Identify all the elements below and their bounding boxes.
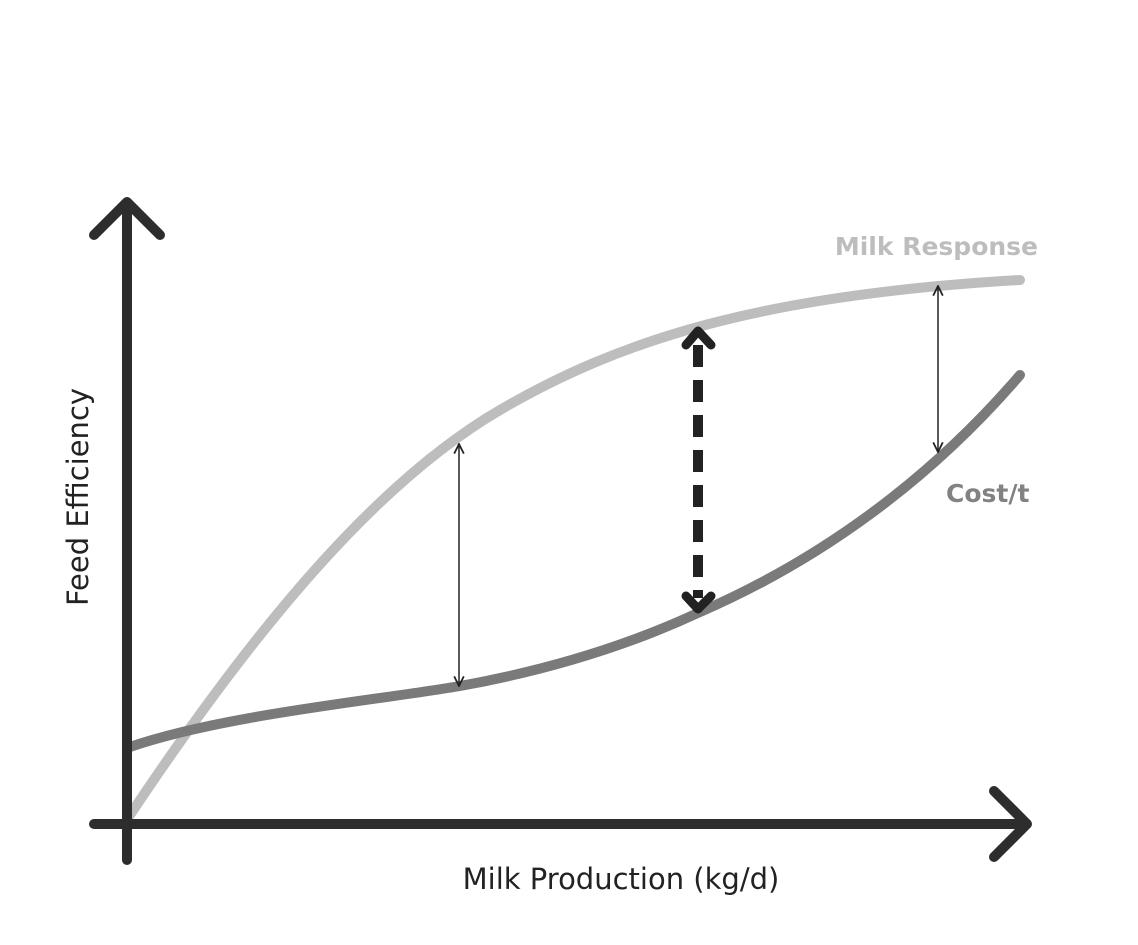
x-axis-arrowhead — [989, 786, 1032, 862]
cost-curve — [122, 370, 1025, 753]
y-axis-label: Feed Efficiency — [61, 388, 95, 606]
max-gap-arrowhead — [681, 591, 716, 614]
curve-label: Milk Response — [835, 232, 1038, 261]
x-axis-label: Milk Production (kg/d) — [463, 862, 780, 896]
max-gap-arrowhead — [681, 326, 716, 350]
milk-response-curve — [125, 275, 1025, 820]
axes — [89, 197, 1032, 865]
y-axis-arrowhead — [89, 197, 165, 240]
curve-label: Cost/t — [946, 479, 1029, 508]
